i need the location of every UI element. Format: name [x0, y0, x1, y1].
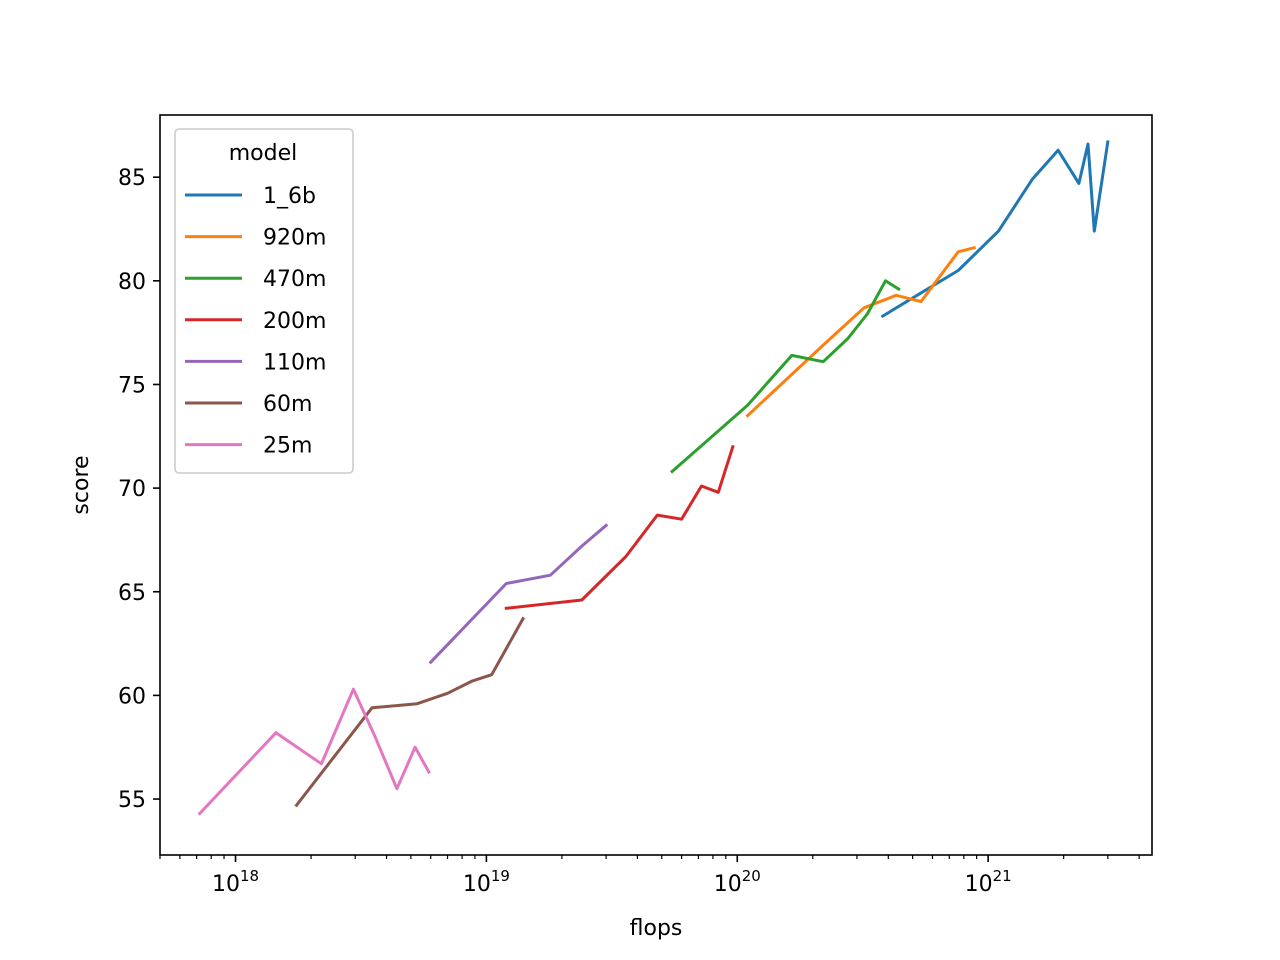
x-tick-exponent: 19 [491, 867, 510, 885]
y-tick-label: 55 [118, 788, 146, 813]
x-tick-base: 10 [463, 872, 491, 897]
x-tick-exponent: 18 [240, 867, 259, 885]
series-line-200m [504, 444, 735, 610]
y-tick-label: 75 [118, 373, 146, 398]
y-tick-label: 80 [118, 270, 146, 295]
legend-label-110m: 110m [263, 350, 326, 375]
legend-label-25m: 25m [263, 434, 312, 459]
series-line-470m [669, 279, 901, 474]
series-line-60m [294, 616, 526, 808]
series-line-1_6b [880, 140, 1110, 319]
legend-label-60m: 60m [263, 392, 312, 417]
y-tick-label: 70 [118, 477, 146, 502]
legend-label-920m: 920m [263, 226, 326, 251]
legend-label-1_6b: 1_6b [263, 184, 316, 209]
legend-label-200m: 200m [263, 309, 326, 334]
x-tick-exponent: 20 [742, 867, 761, 885]
x-tick-label: 1020 [714, 867, 761, 897]
x-axis-label: flops [630, 916, 683, 941]
x-axis: 1018 1019 1020 1021 [159, 855, 1140, 897]
series-line-25m [197, 687, 431, 816]
x-tick-base: 10 [965, 872, 993, 897]
x-tick-label: 1021 [965, 867, 1012, 897]
x-tick-base: 10 [714, 872, 742, 897]
legend-box [174, 128, 354, 474]
x-tick-label: 1019 [463, 867, 510, 897]
legend-label-470m: 470m [263, 267, 326, 292]
y-axis: 55 60 65 70 75 80 85 [118, 166, 160, 813]
x-tick-base: 10 [212, 872, 240, 897]
legend: model 1_6b 920m 470m 200m 110m 60m 25m [174, 128, 354, 474]
legend-title: model [229, 141, 298, 166]
series-line-920m [745, 245, 977, 418]
y-tick-label: 60 [118, 684, 146, 709]
series-line-110m [428, 523, 609, 665]
y-axis-label: score [69, 455, 94, 514]
legend-items: 1_6b 920m 470m 200m 110m 60m 25m [185, 184, 326, 459]
x-tick-exponent: 21 [993, 867, 1012, 885]
y-tick-label: 65 [118, 581, 146, 606]
series-layer [197, 140, 1110, 816]
y-tick-label: 85 [118, 166, 146, 191]
x-tick-label: 1018 [212, 867, 259, 897]
